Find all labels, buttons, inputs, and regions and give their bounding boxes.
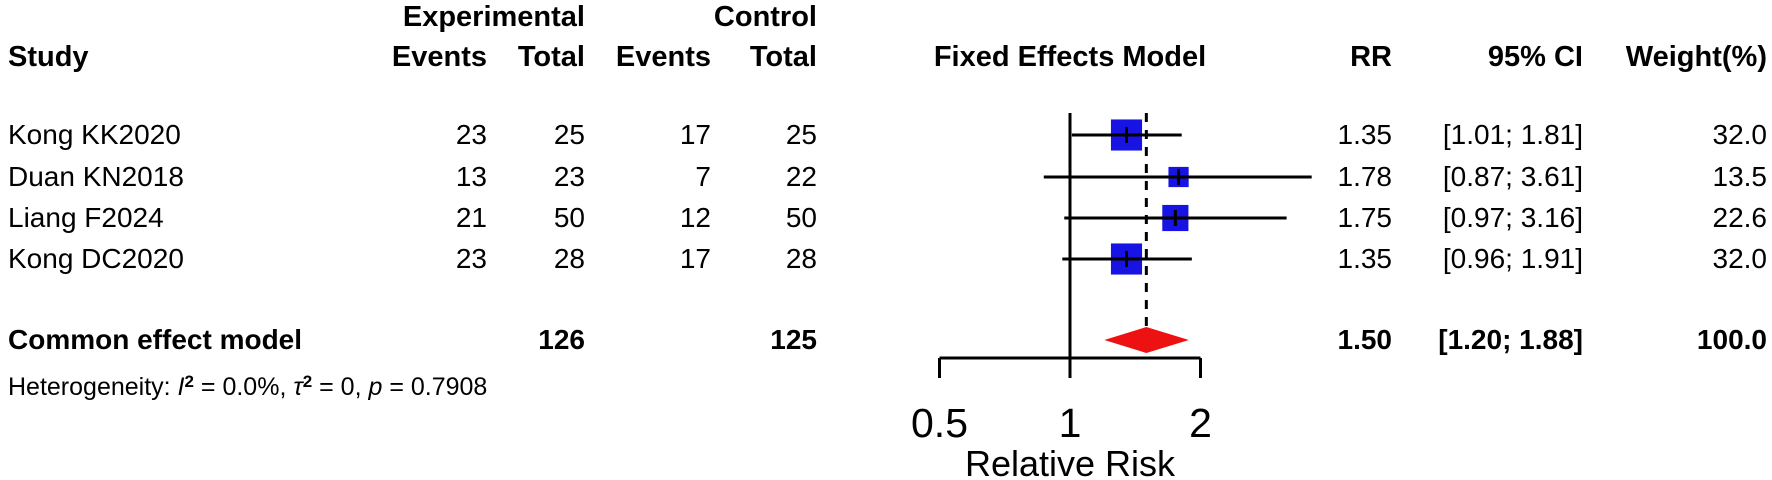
summary-rr-value: 1.50 (1337, 324, 1393, 355)
rr-value: 1.35 (1337, 119, 1393, 150)
control-group-header: Control (713, 1, 817, 33)
ci-value: [0.96; 1.91] (1442, 243, 1583, 274)
i-squared-symbol: I (177, 373, 185, 401)
weight-value: 32.0 (1712, 243, 1768, 274)
heterogeneity-prefix: Heterogeneity: (8, 373, 178, 401)
weight-value: 22.6 (1712, 202, 1768, 233)
exp-total-value: 28 (553, 243, 585, 274)
pooled-estimate-diamond (1104, 327, 1189, 353)
exp-events-value: 13 (455, 161, 487, 192)
summary-ctrl-total: 125 (770, 324, 817, 355)
plot-title: Fixed Effects Model (933, 41, 1207, 73)
summary-exp-total: 126 (538, 324, 585, 355)
rr-value: 1.35 (1337, 243, 1393, 274)
weight-value: 32.0 (1712, 119, 1768, 150)
rr-value: 1.75 (1337, 202, 1393, 233)
experimental-group-header: Experimental (402, 1, 585, 33)
exp-events-value: 23 (455, 119, 487, 150)
ctrl-total-value: 50 (785, 202, 817, 233)
experimental-events-header: Events (391, 41, 487, 73)
summary-weight-value: 100.0 (1696, 324, 1767, 355)
study-name: Duan KN2018 (8, 161, 184, 192)
weight-column-header: Weight(%) (1625, 41, 1767, 73)
ctrl-events-value: 12 (679, 202, 711, 233)
x-axis-title: Relative Risk (964, 443, 1176, 480)
ctrl-events-value: 17 (679, 119, 711, 150)
ctrl-total-value: 28 (785, 243, 817, 274)
ci-value: [0.87; 3.61] (1442, 161, 1583, 192)
study-column-header: Study (8, 41, 89, 73)
ci-column-header: 95% CI (1487, 41, 1583, 73)
exp-total-value: 25 (553, 119, 585, 150)
ctrl-total-value: 22 (785, 161, 817, 192)
ctrl-events-value: 17 (679, 243, 711, 274)
exp-events-value: 23 (455, 243, 487, 274)
tau-squared-exponent: 2 (302, 372, 313, 391)
control-events-header: Events (615, 41, 711, 73)
i-squared-exponent: 2 (184, 372, 194, 391)
exp-total-value: 50 (553, 202, 585, 233)
p-symbol: p (368, 373, 383, 401)
experimental-total-header: Total (517, 41, 585, 73)
rr-value: 1.78 (1337, 161, 1393, 192)
exp-events-value: 21 (455, 202, 487, 233)
study-name: Kong DC2020 (8, 243, 184, 274)
rr-column-header: RR (1350, 41, 1392, 73)
ctrl-total-value: 25 (785, 119, 817, 150)
heterogeneity-stats: Heterogeneity: I2 = 0.0%, τ2 = 0, p = 0.… (8, 368, 487, 401)
weight-value: 13.5 (1712, 161, 1768, 192)
tau-squared-symbol: τ (293, 373, 303, 401)
summary-label: Common effect model (8, 324, 303, 355)
p-value: = 0.7908 (382, 373, 488, 401)
summary-ci-value: [1.20; 1.88] (1438, 324, 1583, 355)
study-name: Kong KK2020 (8, 119, 181, 150)
ci-value: [0.97; 3.16] (1442, 202, 1583, 233)
study-name: Liang F2024 (8, 202, 164, 233)
control-total-header: Total (749, 41, 817, 73)
exp-total-value: 23 (553, 161, 585, 192)
ci-value: [1.01; 1.81] (1442, 119, 1583, 150)
i-squared-value: = 0.0%, (193, 373, 294, 401)
tau-squared-value: = 0, (312, 373, 369, 401)
ctrl-events-value: 7 (695, 161, 711, 192)
